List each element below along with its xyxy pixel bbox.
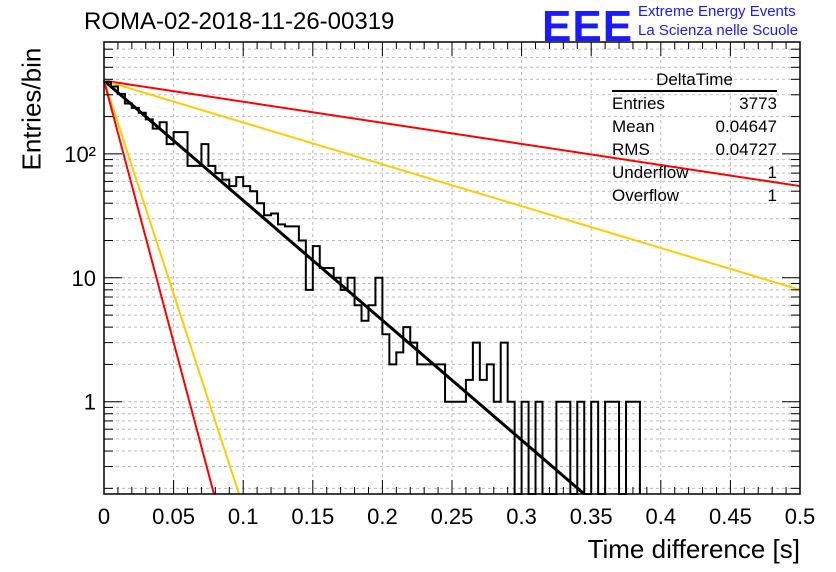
stats-label: Mean <box>612 117 655 136</box>
stats-value: 0.04727 <box>715 140 777 159</box>
stats-box: DeltaTime Entries 3773 Mean 0.04647 RMS … <box>612 70 777 207</box>
stats-row: Entries 3773 <box>612 92 777 115</box>
stats-label: Overflow <box>612 186 680 205</box>
stats-row: Underflow 1 <box>612 161 777 184</box>
x-tick-label: 0.35 <box>570 504 613 529</box>
stats-label: RMS <box>612 140 650 159</box>
stats-value: 1 <box>767 163 777 182</box>
stats-row: Overflow 1 <box>612 184 777 207</box>
axis-ticks <box>103 41 801 494</box>
x-tick-label: 0.15 <box>291 504 334 529</box>
logo-line-2: La Scienza nelle Scuole <box>638 22 799 39</box>
stats-value: 0.04647 <box>715 117 777 136</box>
x-tick-label: 0.3 <box>506 504 537 529</box>
x-axis-label: Time difference [s] <box>587 534 800 564</box>
y-tick-label: 1 <box>84 390 96 415</box>
stats-row: Mean 0.04647 <box>612 115 777 138</box>
fit-line <box>103 80 215 495</box>
logo-line-1: Extreme Energy Events <box>638 3 796 20</box>
stats-label: Underflow <box>612 163 689 182</box>
y-tick-label: 10 <box>72 266 96 291</box>
tick-labels: 0 0.05 0.1 0.15 0.2 0.25 0.3 0.35 0.4 0.45 0.5 1 10 1… <box>64 142 815 529</box>
stats-label: Entries <box>612 94 665 113</box>
x-tick-label: 0.45 <box>709 504 752 529</box>
stats-value: 3773 <box>739 94 777 113</box>
y-tick-label: 10² <box>64 142 96 167</box>
histogram <box>104 81 641 495</box>
x-tick-label: 0.4 <box>646 504 677 529</box>
x-tick-label: 0.05 <box>152 504 195 529</box>
y-axis-label: Entries/bin <box>16 47 47 171</box>
fit-line <box>103 79 586 496</box>
stats-value: 1 <box>767 186 777 205</box>
eee-logo: EEE <box>542 2 634 51</box>
fit-line <box>103 79 801 188</box>
stats-row: RMS 0.04727 <box>612 138 777 161</box>
x-tick-label: 0.25 <box>431 504 474 529</box>
stats-name: DeltaTime <box>612 70 777 92</box>
x-tick-label: 0 <box>98 504 110 529</box>
fit-lines <box>103 79 801 496</box>
x-tick-label: 0.1 <box>228 504 259 529</box>
chart-title: ROMA-02-2018-11-26-00319 <box>84 8 395 35</box>
fit-line <box>103 79 801 291</box>
x-tick-label: 0.2 <box>367 504 398 529</box>
fit-line <box>103 80 240 495</box>
x-tick-label: 0.5 <box>785 504 816 529</box>
